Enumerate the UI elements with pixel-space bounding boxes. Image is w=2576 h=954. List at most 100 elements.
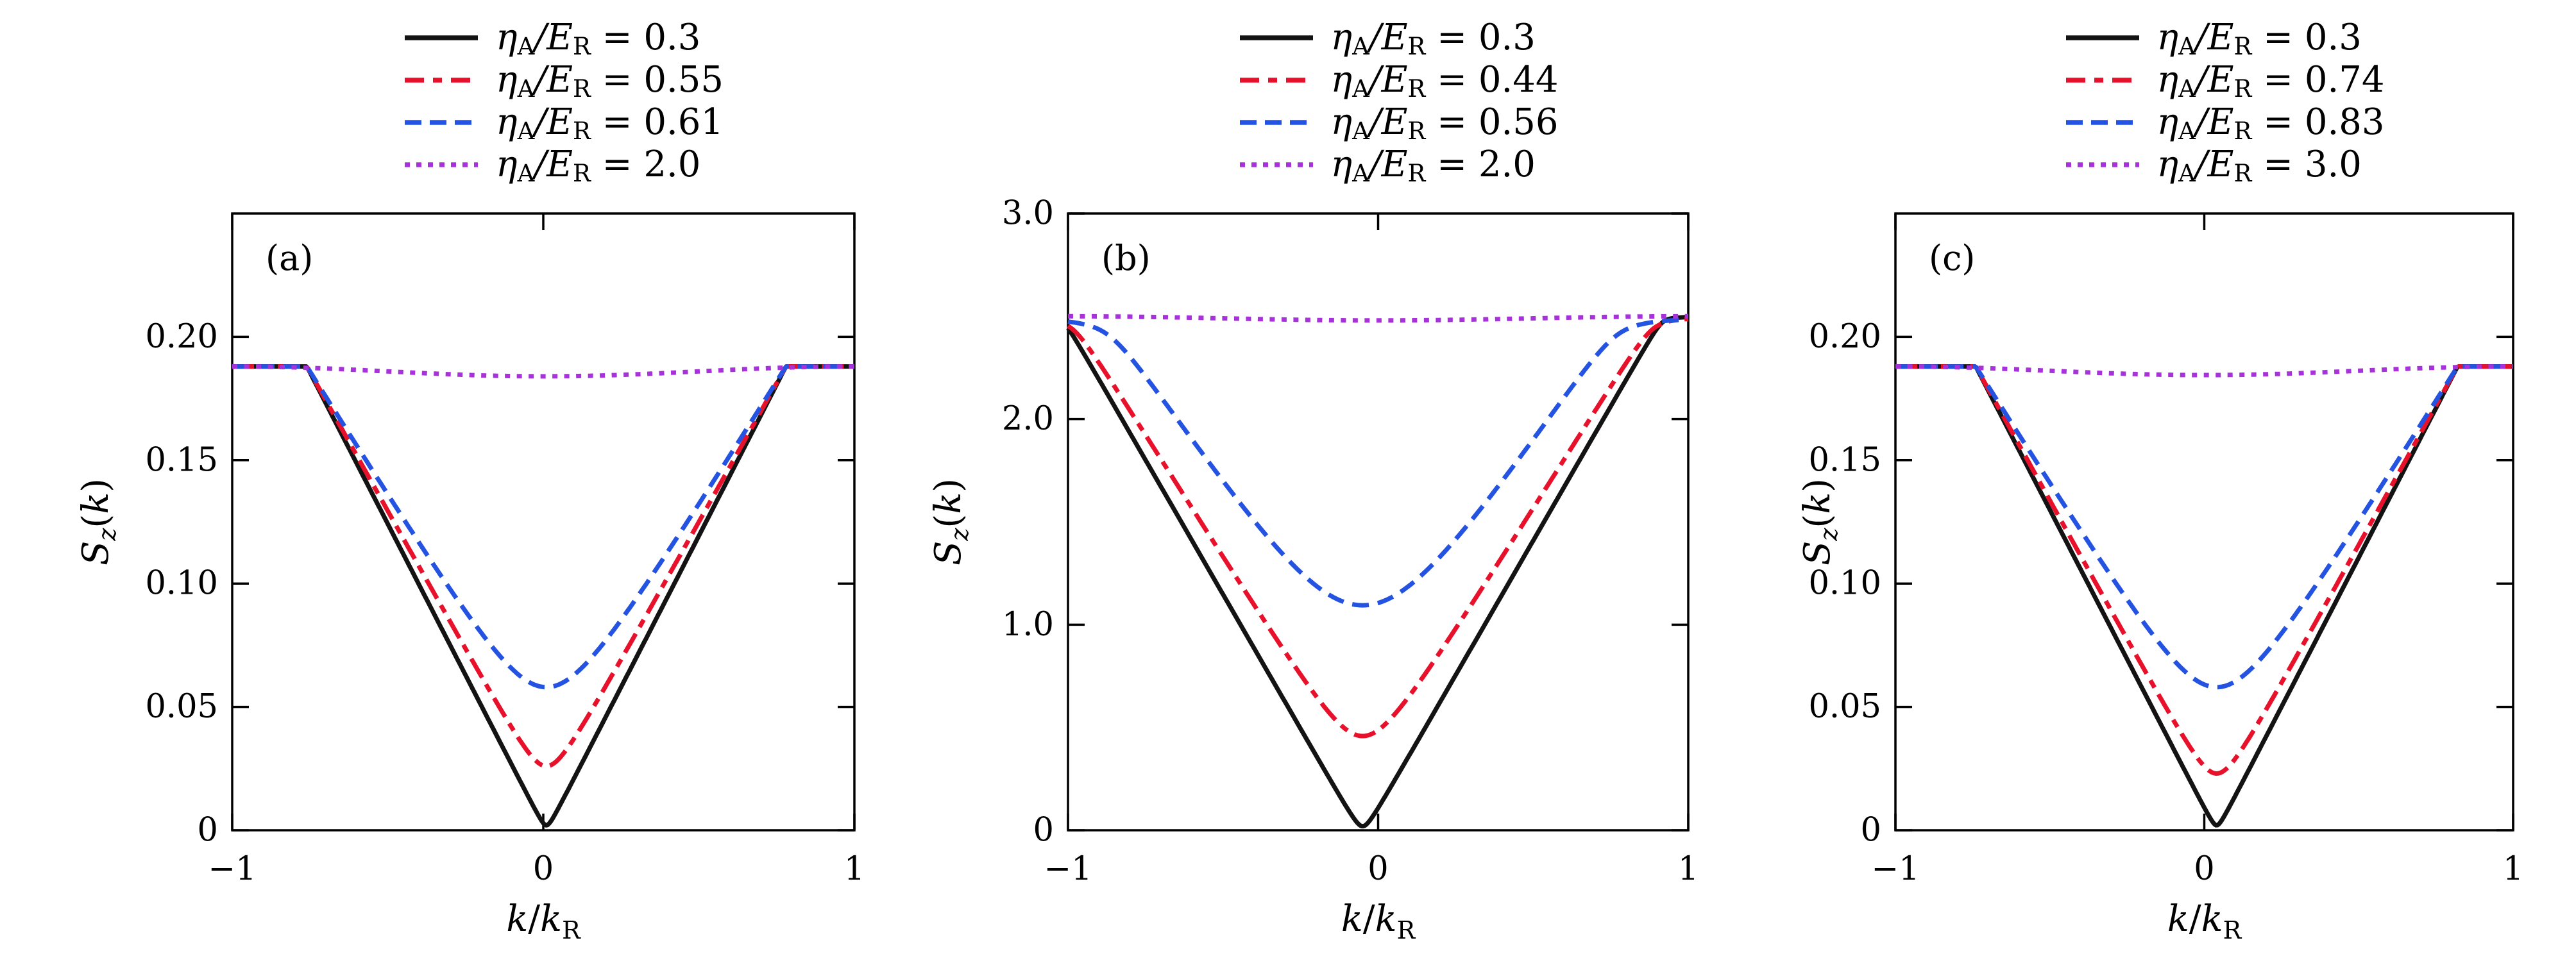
y-tick-label: 0.15 bbox=[145, 441, 218, 479]
y-axis-label: Sz(k) bbox=[928, 478, 974, 565]
y-axis-label: Sz(k) bbox=[1797, 478, 1843, 565]
y-tick-label: 0 bbox=[1861, 812, 1881, 849]
legend-item-eta-0.3: ηA/ER = 0.3 bbox=[2065, 17, 2385, 59]
x-tick-label: 0 bbox=[2194, 850, 2214, 888]
legend-label: ηA/ER = 0.55 bbox=[496, 59, 724, 103]
legend-label: ηA/ER = 0.74 bbox=[2157, 59, 2385, 103]
y-tick-label: 0.20 bbox=[145, 318, 218, 356]
y-tick-label: 0 bbox=[198, 812, 218, 849]
legend-line-sample bbox=[405, 120, 478, 125]
y-tick-label: 1.0 bbox=[1002, 606, 1054, 644]
y-tick-label: 0.05 bbox=[145, 688, 218, 726]
legend-line-sample bbox=[405, 162, 478, 167]
legend-label: ηA/ER = 0.3 bbox=[1330, 17, 1536, 61]
legend-label: ηA/ER = 2.0 bbox=[496, 144, 701, 188]
legend-item-eta-3.0: ηA/ER = 3.0 bbox=[2065, 144, 2385, 186]
legend-value: 0.55 bbox=[643, 59, 724, 101]
series-line-eta-A-E-R---0.55 bbox=[231, 364, 856, 769]
axes-box bbox=[1067, 212, 1690, 832]
legend-item-eta-0.55: ηA/ER = 0.55 bbox=[403, 59, 724, 101]
y-tick-label: 0.20 bbox=[1808, 318, 1881, 356]
legend-line-sample bbox=[1239, 162, 1313, 167]
legend-value: 0.61 bbox=[643, 101, 724, 143]
legend-value: 0.83 bbox=[2304, 101, 2385, 143]
x-tick-label: −1 bbox=[1044, 850, 1092, 888]
series-line-eta-A-E-R---0.3 bbox=[231, 364, 856, 828]
panel-letter: (a) bbox=[266, 238, 313, 278]
legend-line-sample bbox=[405, 35, 478, 40]
x-tick-label: 1 bbox=[2503, 850, 2523, 888]
y-tick-label: 2.0 bbox=[1002, 400, 1054, 438]
legend-value: 0.3 bbox=[643, 17, 701, 58]
legend-label: ηA/ER = 3.0 bbox=[2157, 144, 2362, 188]
legend-item-eta-2.0: ηA/ER = 2.0 bbox=[403, 144, 724, 186]
x-tick-label: 0 bbox=[533, 850, 554, 888]
legend-label: ηA/ER = 0.83 bbox=[2157, 101, 2385, 146]
legend-label: ηA/ER = 0.61 bbox=[496, 101, 724, 146]
legend-value: 0.3 bbox=[1478, 17, 1536, 58]
x-tick-label: 1 bbox=[844, 850, 865, 888]
legend-panel-b: ηA/ER = 0.3 ηA/ER = 0.44 ηA/ER = 0.56 ηA/ER… bbox=[1239, 17, 1559, 186]
legend-line-sample bbox=[2065, 35, 2139, 40]
y-tick-label: 0.05 bbox=[1808, 688, 1881, 726]
legend-item-eta-0.44: ηA/ER = 0.44 bbox=[1239, 59, 1559, 101]
legend-panel-a: ηA/ER = 0.3 ηA/ER = 0.55 ηA/ER = 0.61 ηA/ER… bbox=[403, 17, 724, 186]
panel-letter: (b) bbox=[1101, 238, 1151, 278]
legend-line-sample bbox=[1239, 120, 1313, 125]
legend-label: ηA/ER = 0.44 bbox=[1330, 59, 1559, 103]
x-tick-label: 0 bbox=[1368, 850, 1388, 888]
y-tick-label: 0.10 bbox=[145, 565, 218, 603]
panel-letter: (c) bbox=[1929, 238, 1975, 278]
axes-box bbox=[231, 212, 856, 832]
y-tick-label: 0 bbox=[1033, 812, 1054, 849]
y-tick-label: 0.15 bbox=[1808, 441, 1881, 479]
legend-value: 0.74 bbox=[2304, 59, 2385, 101]
series-line-eta-A-E-R---0.74 bbox=[1894, 364, 2514, 776]
y-tick-label: 3.0 bbox=[1002, 195, 1054, 233]
legend-label: ηA/ER = 2.0 bbox=[1330, 144, 1536, 188]
legend-line-sample bbox=[2065, 120, 2139, 125]
legend-item-eta-0.56: ηA/ER = 0.56 bbox=[1239, 101, 1559, 144]
series-line-eta-A-E-R---0.3 bbox=[1066, 315, 1690, 829]
legend-item-eta-0.3: ηA/ER = 0.3 bbox=[1239, 17, 1559, 59]
series-line-eta-A-E-R---0.44 bbox=[1067, 316, 1690, 739]
x-tick-label: −1 bbox=[208, 850, 256, 888]
legend-item-eta-2.0: ηA/ER = 2.0 bbox=[1239, 144, 1559, 186]
series-line-eta-A-E-R---2.0 bbox=[231, 364, 856, 379]
series-line-eta-A-E-R---3.0 bbox=[1894, 364, 2514, 378]
legend-item-eta-0.3: ηA/ER = 0.3 bbox=[403, 17, 724, 59]
legend-item-eta-0.74: ηA/ER = 0.74 bbox=[2065, 59, 2385, 101]
series-line-eta-A-E-R---2.0 bbox=[1067, 314, 1690, 323]
x-tick-label: −1 bbox=[1871, 850, 1919, 888]
x-tick-label: 1 bbox=[1678, 850, 1699, 888]
legend-line-sample bbox=[1239, 35, 1313, 40]
axes-box bbox=[1894, 212, 2514, 832]
series-line-eta-A-E-R---0.61 bbox=[231, 364, 856, 690]
series-line-eta-A-E-R---0.83 bbox=[1894, 364, 2514, 690]
legend-line-sample bbox=[1239, 78, 1313, 83]
legend-item-eta-0.83: ηA/ER = 0.83 bbox=[2065, 101, 2385, 144]
legend-value: 0.3 bbox=[2304, 17, 2362, 58]
y-axis-label: Sz(k) bbox=[75, 478, 121, 565]
x-axis-label: k/kR bbox=[2167, 898, 2242, 944]
legend-value: 0.44 bbox=[1478, 59, 1559, 101]
legend-label: ηA/ER = 0.3 bbox=[496, 17, 701, 61]
legend-value: 0.56 bbox=[1478, 101, 1559, 143]
y-tick-label: 0.10 bbox=[1808, 565, 1881, 603]
x-axis-label: k/kR bbox=[1341, 898, 1416, 944]
legend-panel-c: ηA/ER = 0.3 ηA/ER = 0.74 ηA/ER = 0.83 ηA/ER… bbox=[2065, 17, 2385, 186]
series-line-eta-A-E-R---0.3 bbox=[1894, 364, 2514, 828]
legend-value: 3.0 bbox=[2304, 144, 2362, 185]
legend-line-sample bbox=[405, 78, 478, 83]
legend-line-sample bbox=[2065, 78, 2139, 83]
legend-value: 2.0 bbox=[1478, 144, 1536, 185]
legend-item-eta-0.61: ηA/ER = 0.61 bbox=[403, 101, 724, 144]
legend-label: ηA/ER = 0.3 bbox=[2157, 17, 2362, 61]
legend-label: ηA/ER = 0.56 bbox=[1330, 101, 1559, 146]
series-line-eta-A-E-R---0.56 bbox=[1067, 317, 1690, 608]
